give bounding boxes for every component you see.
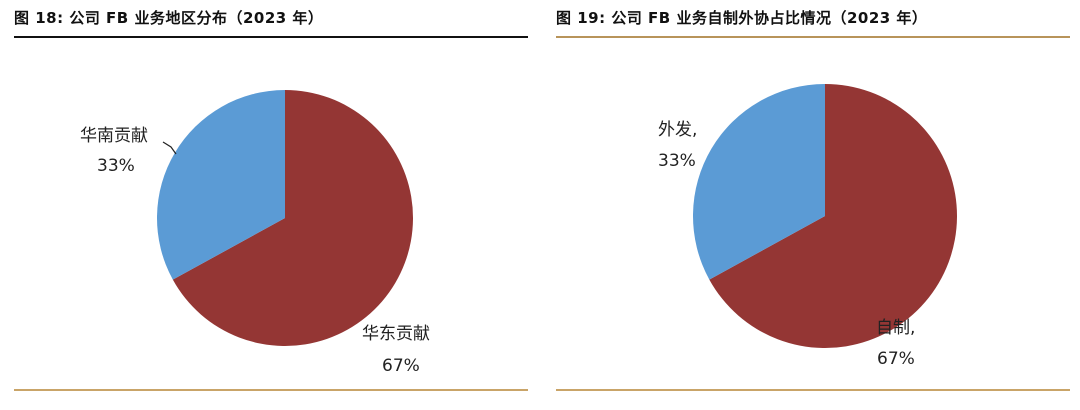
figure-19-title: 图 19: 公司 FB 业务自制外协占比情况（2023 年） (556, 9, 928, 27)
figure-18-pie-chart: 华南贡献 33% 华东贡献 67% (80, 90, 430, 376)
figure-19-panel: 图 19: 公司 FB 业务自制外协占比情况（2023 年） 外发, 33% 自… (540, 0, 1080, 410)
slice-label-huadong-name: 华东贡献 (362, 324, 430, 344)
fig19-slice-1 (693, 83, 825, 280)
fig18-slice-1 (157, 90, 285, 280)
figure-18-bottom-rule (14, 389, 528, 391)
fig18-leader-line (162, 141, 177, 155)
figure-19-top-rule (556, 36, 1070, 38)
slice-label-waifa-value: 33% (658, 151, 696, 171)
slice-label-huanan-name: 华南贡献 (80, 126, 148, 146)
slice-label-huadong-value: 67% (382, 356, 420, 376)
fig18-slice-0 (172, 90, 414, 347)
slice-label-zizhi-value: 67% (877, 349, 915, 369)
figure-19-bottom-rule (556, 389, 1070, 391)
figure-18-top-rule (14, 36, 528, 38)
slice-label-zizhi-name: 自制, (876, 318, 915, 338)
fig19-slice-0 (709, 84, 957, 348)
slice-label-waifa-name: 外发, (658, 120, 697, 140)
figure-19-pie-chart: 外发, 33% 自制, 67% (658, 83, 957, 369)
figure-18-panel: 图 18: 公司 FB 业务地区分布（2023 年） 华南贡献 33% 华东贡献… (14, 9, 528, 391)
figure-18-title: 图 18: 公司 FB 业务地区分布（2023 年） (14, 9, 324, 27)
slice-label-huanan-value: 33% (97, 156, 135, 176)
